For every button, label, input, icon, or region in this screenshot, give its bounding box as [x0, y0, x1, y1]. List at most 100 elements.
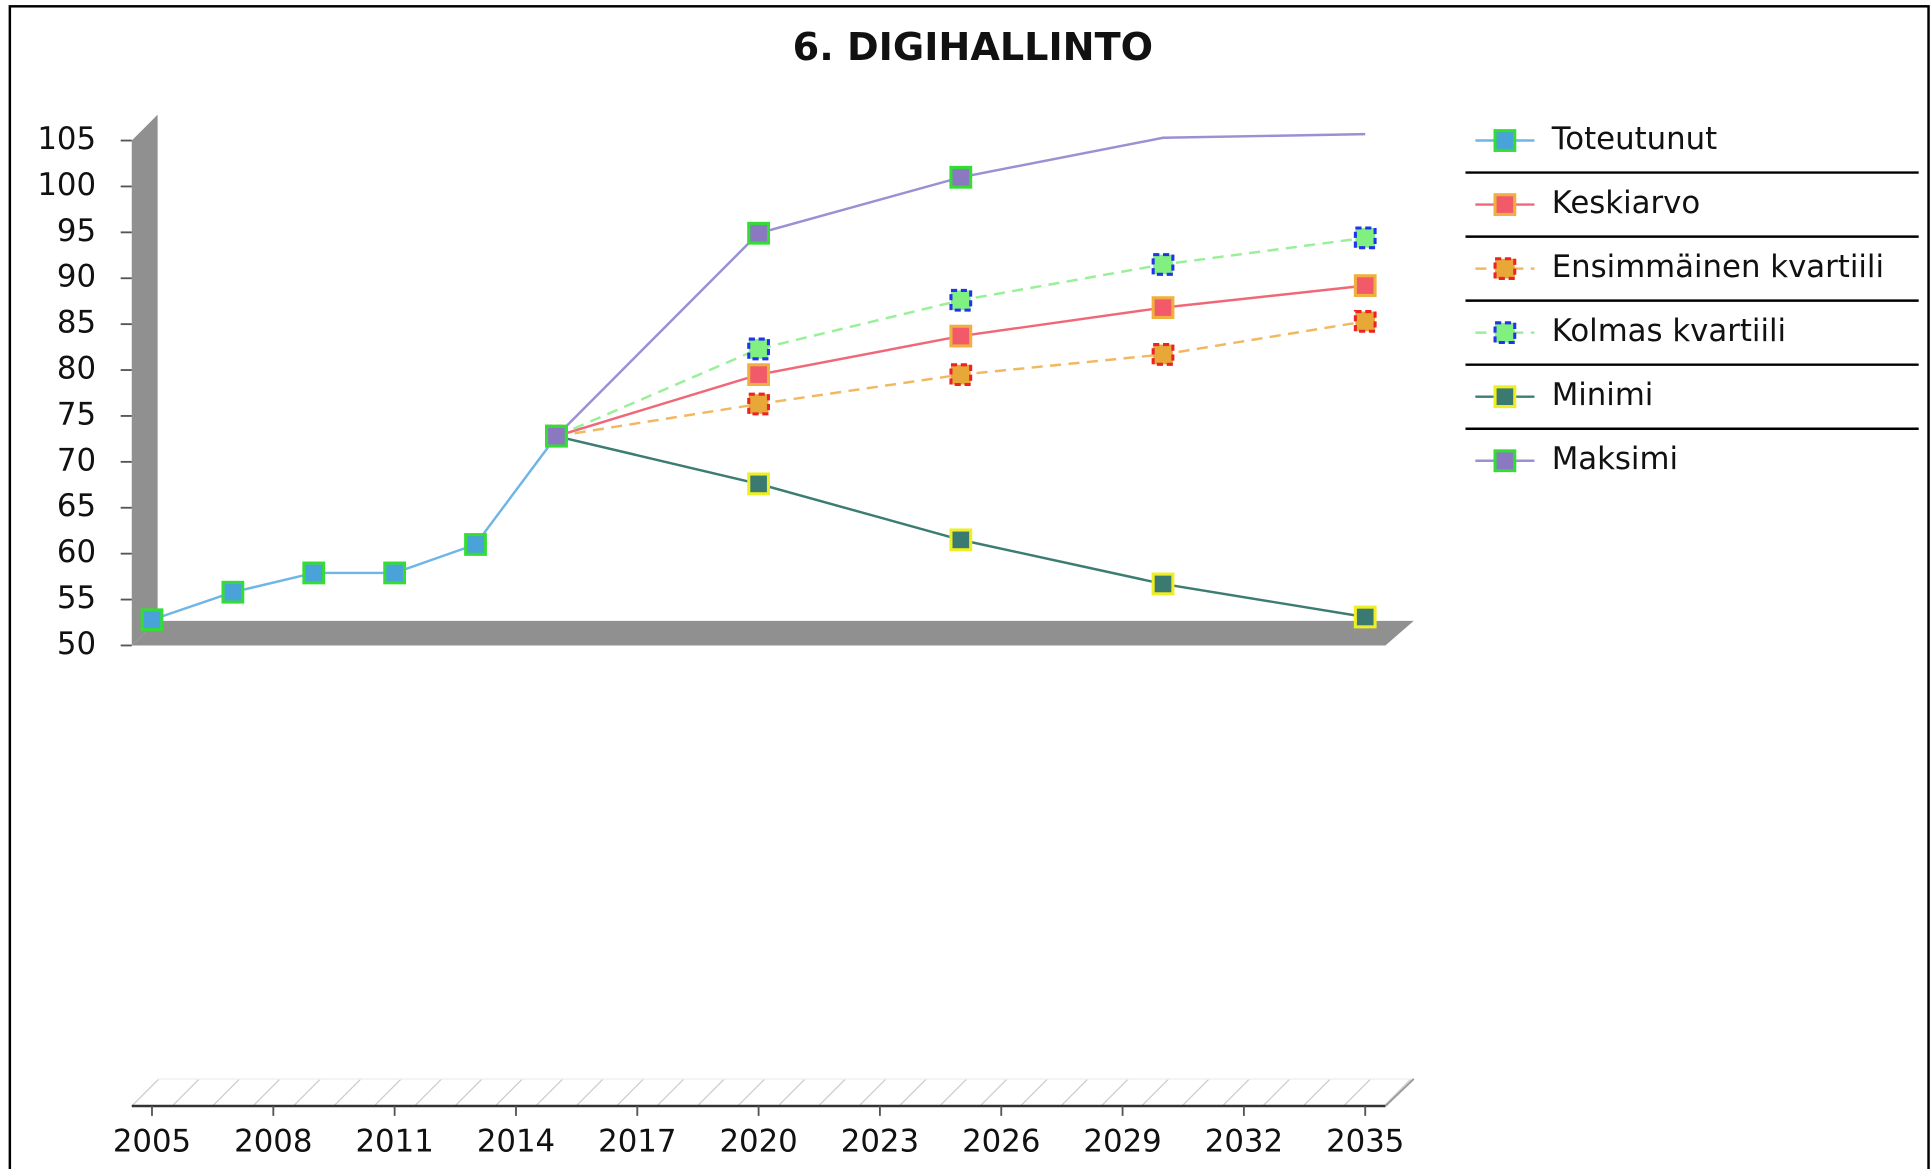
- x-tick-label: 2020: [719, 1123, 797, 1159]
- hatch-line: [1262, 1078, 1291, 1107]
- x-tick-label: 2008: [234, 1123, 312, 1159]
- y-tick-label: 85: [57, 305, 96, 341]
- marker: [140, 608, 164, 632]
- hatch-line: [373, 1078, 402, 1107]
- marker: [1353, 310, 1377, 333]
- hatch-line: [494, 1078, 523, 1107]
- marker: [747, 472, 770, 496]
- x-tick-label: 2032: [1205, 1123, 1283, 1159]
- marker: [383, 561, 407, 585]
- hatch-line: [252, 1078, 281, 1107]
- y-tick-label: 50: [57, 626, 96, 662]
- hatch-line: [1100, 1078, 1129, 1107]
- marker: [545, 424, 568, 448]
- hatch-line: [535, 1078, 564, 1107]
- legend-label: Maksimi: [1552, 441, 1678, 477]
- hatch-line: [939, 1078, 968, 1107]
- marker: [747, 392, 770, 416]
- marker: [1353, 274, 1377, 297]
- legend-marker: [1493, 129, 1517, 152]
- floor: [131, 620, 1414, 646]
- marker: [1353, 605, 1377, 629]
- hatch-line: [1060, 1078, 1089, 1107]
- y-tick-label: 65: [57, 488, 96, 524]
- y-tick-label: 75: [57, 396, 96, 432]
- legend-label: Kolmas kvartiili: [1552, 313, 1786, 349]
- hatch-line: [1302, 1078, 1331, 1107]
- marker: [1353, 226, 1377, 250]
- left-wall: [131, 114, 158, 646]
- hatch-line: [777, 1078, 806, 1107]
- hatch-line: [1019, 1078, 1048, 1107]
- y-tick-label: 80: [57, 351, 96, 387]
- legend-marker: [1493, 385, 1517, 409]
- y-tick-label: 90: [57, 259, 96, 295]
- x-tick-label: 2035: [1326, 1123, 1404, 1159]
- legend-label: Keskiarvo: [1552, 185, 1701, 221]
- legend-marker: [1493, 321, 1517, 345]
- y-tick-label: 95: [57, 213, 96, 249]
- marker: [464, 533, 487, 556]
- hatch-line: [212, 1078, 241, 1107]
- y-tick-label: 55: [57, 580, 96, 616]
- y-tick-label: 100: [37, 167, 96, 203]
- x-tick-label: 2026: [962, 1123, 1040, 1159]
- hatch-line: [737, 1078, 766, 1107]
- hatch-line: [898, 1078, 927, 1107]
- marker: [949, 324, 973, 348]
- marker: [747, 363, 770, 387]
- series-line: [151, 435, 558, 621]
- x-tick-label: 2005: [113, 1123, 191, 1159]
- legend-marker: [1493, 449, 1517, 473]
- marker: [949, 528, 973, 552]
- marker: [747, 221, 770, 245]
- hatch-line: [454, 1078, 483, 1107]
- chart-title: 6. DIGIHALLINTO: [793, 26, 1153, 70]
- hatch-line: [1181, 1078, 1210, 1107]
- marker: [302, 561, 326, 585]
- hatch-line: [696, 1078, 725, 1107]
- legend-label: Minimi: [1552, 377, 1654, 413]
- hatch-line: [616, 1078, 645, 1107]
- hatch-line: [414, 1078, 443, 1107]
- legend-marker: [1493, 257, 1517, 281]
- hatch-line: [979, 1078, 1008, 1107]
- y-tick-label: 70: [57, 442, 96, 478]
- hatch-line: [131, 1078, 160, 1107]
- legend-marker: [1493, 193, 1517, 216]
- hatch-line: [575, 1078, 604, 1107]
- y-tick-label: 60: [57, 534, 96, 570]
- marker: [949, 288, 973, 312]
- marker: [747, 337, 770, 361]
- frame: [8, 5, 1930, 1169]
- marker: [1151, 343, 1175, 366]
- marker: [1151, 572, 1175, 596]
- legend-label: Toteutunut: [1551, 121, 1718, 157]
- x-tick-label: 2029: [1083, 1123, 1161, 1159]
- x-tick-label: 2023: [841, 1123, 919, 1159]
- marker: [1151, 253, 1175, 276]
- hatch-line: [818, 1078, 846, 1107]
- legend-label: Ensimmäinen kvartiili: [1552, 249, 1884, 285]
- hatch-line: [333, 1078, 362, 1107]
- marker: [949, 363, 973, 387]
- y-tick-label: 105: [37, 121, 96, 157]
- hatch-line: [1141, 1078, 1170, 1107]
- bottom-floor: [131, 1078, 1414, 1107]
- x-tick-label: 2014: [477, 1123, 555, 1159]
- x-tick-label: 2011: [355, 1123, 433, 1159]
- hatch-line: [292, 1078, 321, 1107]
- hatch-line: [171, 1078, 200, 1107]
- marker: [221, 580, 245, 604]
- hatch-line: [656, 1078, 685, 1107]
- marker: [1151, 296, 1175, 320]
- hatch-line: [1221, 1078, 1250, 1107]
- hatch-line: [1383, 1078, 1412, 1107]
- hatch-line: [858, 1078, 887, 1107]
- marker: [949, 165, 973, 189]
- x-tick-label: 2017: [598, 1123, 676, 1159]
- x-axis-edge: [1384, 1078, 1415, 1107]
- hatch-line: [1343, 1078, 1372, 1107]
